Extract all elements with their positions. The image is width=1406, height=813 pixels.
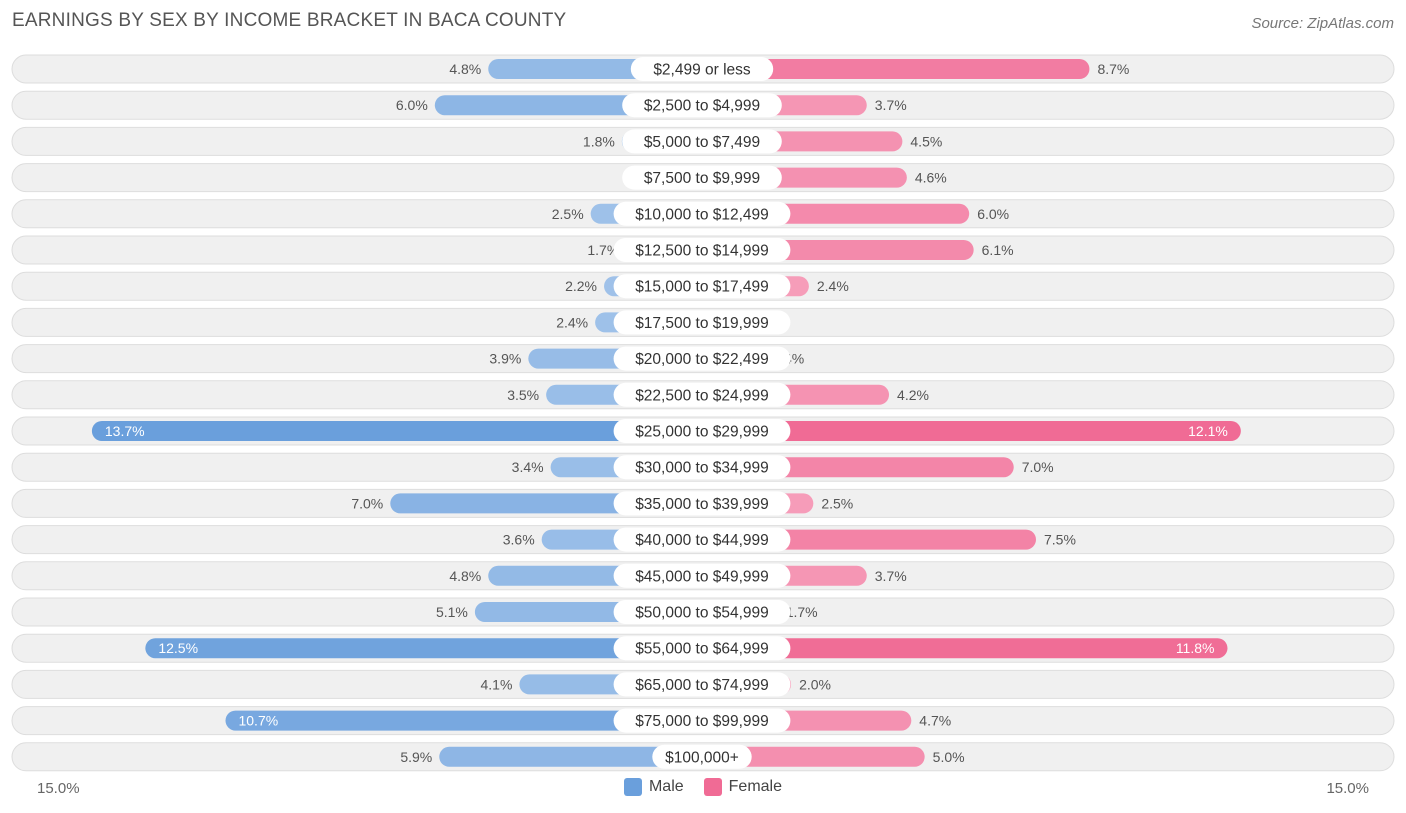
value-label-male: 5.9% [400, 749, 432, 765]
legend-swatch-female [703, 778, 722, 796]
value-label-female: 4.6% [915, 170, 947, 186]
chart-title: EARNINGS BY SEX BY INCOME BRACKET IN BAC… [12, 10, 567, 31]
value-label-male: 1.7% [587, 242, 619, 258]
value-label-male: 5.1% [436, 604, 468, 620]
value-label-male: 1.8% [583, 133, 615, 149]
category-label: $2,500 to $4,999 [644, 98, 760, 115]
legend: Male Female [0, 778, 1406, 796]
value-label-female: 11.8% [1176, 640, 1215, 656]
value-label-male: 2.4% [556, 314, 588, 330]
value-label-male: 3.4% [512, 459, 544, 475]
category-pill [613, 527, 791, 552]
category-label: $55,000 to $64,999 [635, 641, 769, 658]
value-label-male: 13.7% [105, 423, 145, 439]
category-pill [613, 419, 791, 443]
bar-male[interactable] [91, 421, 703, 441]
category-label: $15,000 to $17,499 [635, 279, 769, 296]
category-pill [613, 201, 791, 226]
category-pill [613, 455, 791, 480]
legend-item-male[interactable]: Male [623, 778, 684, 796]
value-label-female: 2.4% [817, 278, 849, 294]
category-label: $100,000+ [665, 749, 739, 766]
value-label-male: 3.5% [507, 387, 539, 403]
value-label-female: 4.7% [919, 713, 951, 729]
category-pill [613, 238, 791, 262]
value-label-male: 7.0% [351, 495, 383, 511]
legend-swatch-male [623, 778, 642, 796]
category-label: $50,000 to $54,999 [635, 605, 769, 622]
value-label-female: 8.7% [1097, 61, 1129, 77]
bar-female[interactable] [702, 746, 925, 767]
category-pill [613, 708, 791, 733]
category-pill [613, 600, 791, 624]
value-label-male: 3.9% [489, 351, 521, 367]
category-pill [613, 563, 791, 588]
category-label: $45,000 to $49,999 [635, 568, 769, 585]
category-pill [613, 491, 791, 516]
bar-male[interactable] [225, 710, 702, 731]
category-label: $17,500 to $19,999 [635, 315, 769, 332]
category-label: $40,000 to $44,999 [635, 532, 769, 549]
value-label-male: 10.7% [238, 713, 278, 729]
value-label-female: 4.2% [897, 387, 929, 403]
value-label-female: 6.0% [977, 206, 1009, 222]
value-label-female: 5.0% [933, 749, 965, 765]
chart-plot: 4.8% 8.7% $2,499 or less 6.0% 3.7% $2,500 to … [11, 54, 1395, 772]
value-label-female: 6.1% [982, 242, 1014, 258]
category-label: $65,000 to $74,999 [635, 677, 769, 694]
category-pill [613, 346, 791, 371]
value-label-male: 3.6% [503, 532, 535, 548]
value-label-male: 6.0% [396, 97, 428, 113]
bar-female[interactable] [702, 421, 1241, 441]
category-pill [613, 636, 791, 661]
value-label-male: 4.1% [480, 676, 512, 692]
value-label-male: 12.5% [158, 640, 198, 656]
category-pill [613, 382, 791, 407]
legend-label-male: Male [648, 778, 684, 795]
category-label: $25,000 to $29,999 [635, 424, 769, 441]
category-label: $30,000 to $34,999 [635, 460, 769, 477]
category-label: $10,000 to $12,499 [635, 206, 769, 223]
bar-female[interactable] [702, 638, 1228, 659]
axis-left-label: 15.0% [37, 780, 80, 797]
legend-label-female: Female [728, 778, 783, 795]
bar-male[interactable] [145, 638, 703, 659]
category-label: $20,000 to $22,499 [635, 351, 769, 368]
legend-item-female[interactable]: Female [703, 778, 783, 796]
category-pill [613, 274, 791, 299]
value-label-male: 2.2% [565, 278, 597, 294]
bar-female[interactable] [702, 59, 1090, 79]
category-pill [652, 744, 752, 769]
value-label-female: 12.1% [1188, 423, 1228, 439]
value-label-male: 4.8% [449, 568, 481, 584]
category-label: $12,500 to $14,999 [635, 243, 769, 260]
category-pill [613, 310, 791, 335]
category-pill [622, 129, 782, 154]
value-label-male: 4.8% [449, 61, 481, 77]
category-label: $7,500 to $9,999 [644, 170, 760, 187]
value-label-female: 1.7% [786, 604, 818, 620]
value-label-female: 2.5% [821, 495, 853, 511]
value-label-female: 4.5% [910, 133, 942, 149]
category-pill [613, 672, 791, 697]
value-label-male: 2.5% [552, 206, 584, 222]
category-pill [630, 57, 774, 81]
value-label-female: 2.0% [799, 676, 831, 692]
bar-male[interactable] [439, 746, 702, 767]
axis-right-label: 15.0% [1326, 780, 1369, 797]
category-label: $2,499 or less [653, 62, 751, 79]
source-credit: Source: ZipAtlas.com [1251, 15, 1394, 32]
category-label: $75,000 to $99,999 [635, 713, 769, 730]
category-label: $22,500 to $24,999 [635, 387, 769, 404]
category-label: $35,000 to $39,999 [635, 496, 769, 513]
value-label-female: 3.7% [875, 568, 907, 584]
value-label-female: 7.0% [1022, 459, 1054, 475]
value-label-female: 3.7% [875, 97, 907, 113]
category-pill [622, 165, 782, 190]
value-label-female: 7.5% [1044, 532, 1076, 548]
category-label: $5,000 to $7,499 [644, 134, 760, 151]
category-pill [622, 93, 782, 118]
